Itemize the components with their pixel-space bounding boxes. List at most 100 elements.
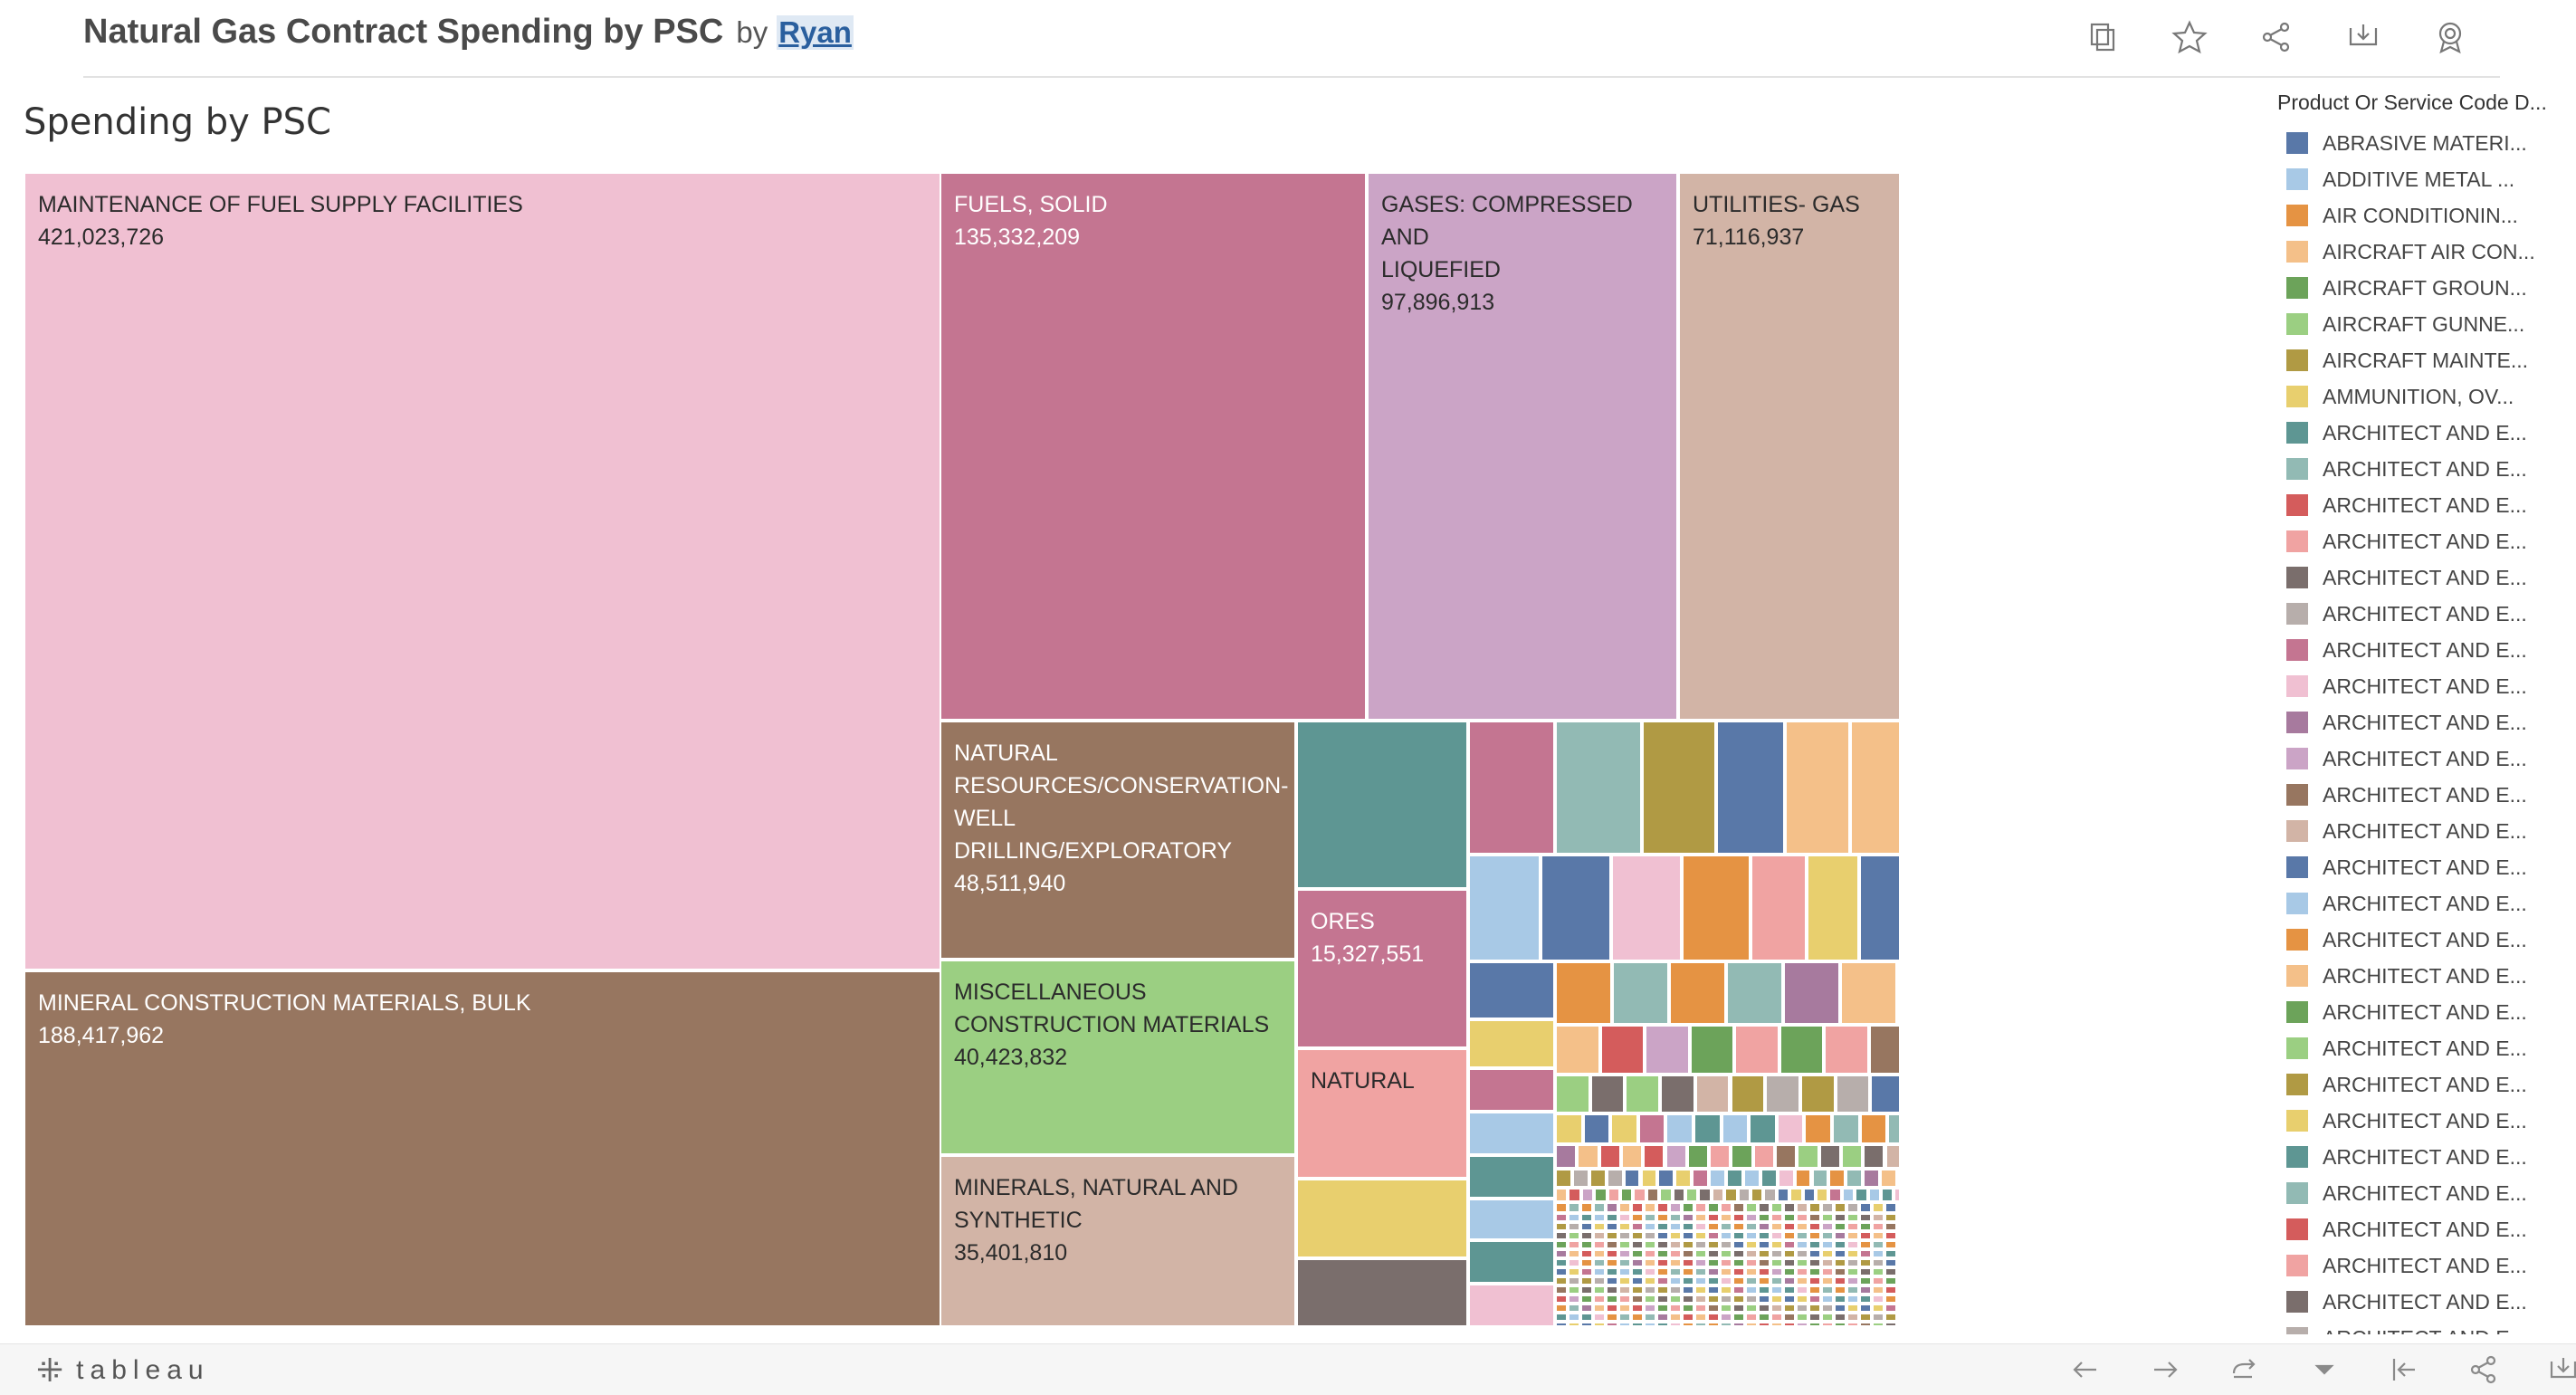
treemap-cell[interactable] [1758, 1322, 1770, 1327]
legend-item[interactable]: ADDITIVE METAL ... [2277, 161, 2576, 197]
treemap-cell[interactable] [1841, 1188, 1856, 1202]
treemap-cell[interactable] [1644, 1213, 1656, 1222]
treemap-cell[interactable] [1821, 1231, 1834, 1240]
treemap-cell[interactable] [1593, 1258, 1606, 1267]
treemap-cell[interactable] [1720, 1213, 1732, 1222]
treemap-cell[interactable] [1859, 1267, 1872, 1276]
treemap-cell[interactable] [1593, 1231, 1606, 1240]
treemap-cell[interactable] [1669, 1258, 1682, 1267]
treemap-cell[interactable] [1698, 1188, 1712, 1202]
treemap-cell[interactable] [1799, 1075, 1836, 1113]
legend-item[interactable]: ARCHITECT AND E... [2277, 740, 2576, 777]
treemap-cell[interactable] [1682, 1213, 1694, 1222]
treemap-cell[interactable] [1468, 1240, 1555, 1284]
treemap-cell[interactable] [1611, 855, 1682, 961]
treemap-cell[interactable] [1796, 1222, 1808, 1231]
treemap-cell[interactable] [1840, 961, 1897, 1025]
treemap-cell[interactable] [1846, 1202, 1859, 1213]
legend-item[interactable]: ARCHITECT AND E... [2277, 704, 2576, 740]
treemap-cell[interactable] [1846, 1313, 1859, 1322]
legend-item[interactable]: ARCHITECT AND E... [2277, 1066, 2576, 1103]
treemap-cell[interactable] [1897, 961, 1901, 1025]
treemap-cell[interactable] [1745, 1304, 1758, 1313]
treemap-cell[interactable] [1618, 1222, 1631, 1231]
share-icon[interactable] [2256, 16, 2297, 58]
treemap-cell[interactable] [1834, 1231, 1846, 1240]
treemap-cell[interactable] [1618, 1276, 1631, 1285]
treemap-cell[interactable] [1802, 1188, 1816, 1202]
treemap-cell[interactable] [1765, 1075, 1800, 1113]
treemap-cell[interactable] [1821, 1295, 1834, 1304]
treemap-cell[interactable] [1859, 1258, 1872, 1267]
treemap-cell[interactable] [1821, 1322, 1834, 1327]
treemap-cell[interactable] [1749, 1113, 1777, 1144]
treemap-cell[interactable] [1846, 1213, 1859, 1222]
treemap-cell[interactable] [1734, 1025, 1779, 1075]
treemap-cell[interactable] [1732, 1285, 1745, 1295]
treemap-cell[interactable] [1745, 1285, 1758, 1295]
treemap-cell[interactable] [1897, 1222, 1901, 1231]
treemap-cell-fuels-solid[interactable]: FUELS, SOLID 135,332,209 [940, 172, 1367, 721]
treemap-cell[interactable] [1568, 1322, 1580, 1327]
treemap-cell[interactable] [1580, 1188, 1595, 1202]
treemap-cell[interactable] [1707, 1202, 1720, 1213]
treemap-cell[interactable] [1618, 1213, 1631, 1222]
treemap-cell[interactable] [1606, 1222, 1618, 1231]
treemap-cell[interactable] [1555, 1285, 1568, 1295]
treemap-cell[interactable] [1897, 1240, 1901, 1249]
treemap-cell[interactable] [1631, 1202, 1644, 1213]
treemap-cell[interactable] [1816, 1188, 1829, 1202]
treemap-cell[interactable] [1674, 1169, 1693, 1188]
treemap-cell[interactable] [1859, 1295, 1872, 1304]
legend-item[interactable]: ARCHITECT AND E... [2277, 668, 2576, 704]
legend-item[interactable]: ARCHITECT AND E... [2277, 994, 2576, 1030]
treemap-cell[interactable] [1642, 721, 1716, 855]
treemap-cell[interactable] [1593, 1285, 1606, 1295]
treemap-cell[interactable] [1758, 1258, 1770, 1267]
treemap-cell[interactable] [1296, 1179, 1468, 1258]
treemap-cell[interactable] [1783, 1313, 1796, 1322]
treemap-cell[interactable] [1776, 1113, 1805, 1144]
treemap-cell[interactable] [1897, 1304, 1901, 1313]
treemap-cell[interactable] [1644, 1231, 1656, 1240]
treemap-cell[interactable] [1606, 1267, 1618, 1276]
treemap-cell[interactable] [1577, 1144, 1599, 1169]
treemap-cell[interactable] [1720, 1295, 1732, 1304]
treemap-cell[interactable] [1737, 1188, 1751, 1202]
treemap-cell[interactable] [1555, 1222, 1568, 1231]
treemap-cell[interactable] [1732, 1258, 1745, 1267]
treemap-cell-mineral-construction[interactable]: MINERAL CONSTRUCTION MATERIALS, BULK 188… [24, 970, 941, 1327]
treemap-cell[interactable] [1631, 1231, 1644, 1240]
treemap-cell[interactable] [1468, 721, 1555, 855]
treemap-cell[interactable] [1811, 1169, 1829, 1188]
treemap-cell[interactable] [1620, 1144, 1644, 1169]
treemap-cell[interactable] [1872, 1258, 1884, 1267]
treemap-cell[interactable] [1707, 1295, 1720, 1304]
legend-item[interactable]: AMMUNITION, OV... [2277, 378, 2576, 415]
treemap-cell[interactable] [1821, 1202, 1834, 1213]
treemap-cell[interactable] [1897, 1169, 1901, 1188]
treemap-cell[interactable] [1694, 1295, 1707, 1304]
legend-item[interactable]: ARCHITECT AND E... [2277, 1030, 2576, 1066]
treemap-cell[interactable] [1796, 1240, 1808, 1249]
treemap-cell[interactable] [1884, 1249, 1897, 1258]
treemap-cell[interactable] [1694, 1202, 1707, 1213]
treemap-cell[interactable] [1821, 1267, 1834, 1276]
treemap-cell[interactable] [1846, 1231, 1859, 1240]
treemap-cell[interactable] [1897, 1313, 1901, 1322]
treemap-cell[interactable] [1758, 1304, 1770, 1313]
treemap-cell[interactable] [1872, 1222, 1884, 1231]
treemap-cell[interactable] [1872, 1202, 1884, 1213]
treemap-cell[interactable] [1872, 1240, 1884, 1249]
treemap-cell[interactable] [1645, 1025, 1690, 1075]
treemap-cell[interactable] [1859, 1213, 1872, 1222]
treemap-cell[interactable] [1660, 1075, 1695, 1113]
treemap-cell[interactable] [1568, 1249, 1580, 1258]
treemap-cell[interactable] [1846, 1276, 1859, 1285]
treemap-cell[interactable] [1568, 1313, 1580, 1322]
treemap-cell[interactable] [1656, 1295, 1669, 1304]
treemap-cell[interactable] [1631, 1276, 1644, 1285]
treemap-cell[interactable] [1594, 1188, 1608, 1202]
download-footer-icon[interactable] [2543, 1350, 2576, 1390]
treemap-cell[interactable] [1745, 1249, 1758, 1258]
